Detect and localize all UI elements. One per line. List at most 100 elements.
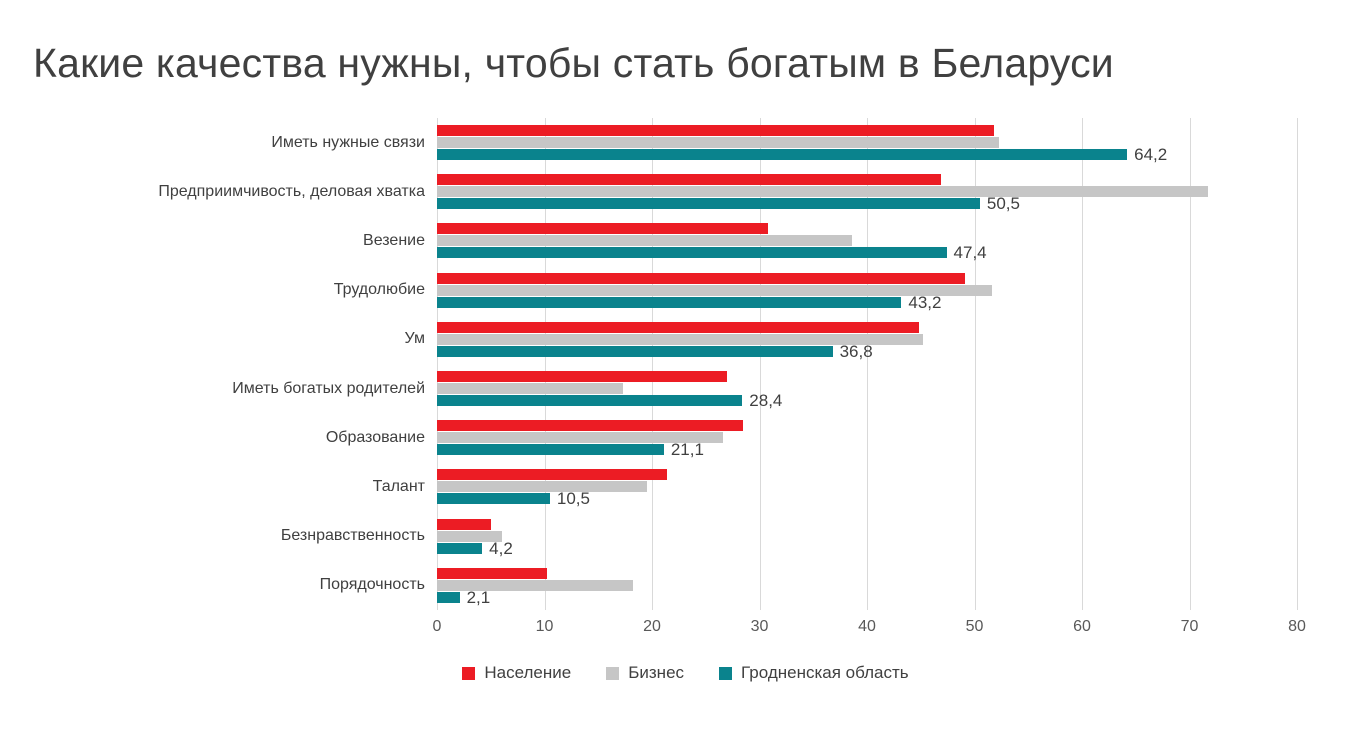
bar-line — [437, 235, 1371, 247]
gridline — [1189, 118, 1191, 610]
bar-group: 10,5 — [437, 469, 1371, 509]
category-label: Везение — [363, 231, 425, 249]
data-label: 4,2 — [489, 538, 513, 558]
bar-naselenie — [437, 420, 744, 432]
bar-biznes — [437, 481, 647, 493]
bar-grodnenskaya-oblast — [437, 149, 1128, 161]
bar-biznes — [437, 284, 992, 296]
data-label: 47,4 — [953, 243, 987, 263]
bar-naselenie — [437, 125, 994, 137]
legend-item: Гродненская область — [719, 663, 909, 683]
gridline — [867, 118, 868, 610]
bar-line: 64,2 — [437, 146, 1371, 163]
bar-line: 36,8 — [437, 341, 1371, 361]
legend-item: Бизнес — [606, 663, 684, 683]
data-label: 43,2 — [908, 292, 942, 312]
axis-tick-label: 70 — [1180, 618, 1199, 635]
bar-line: 4,2 — [437, 538, 1371, 558]
data-label: 50,5 — [986, 194, 1020, 214]
data-label: 2,1 — [466, 587, 491, 607]
bar-row: Везение 47,4 — [0, 216, 1371, 265]
bar-naselenie — [437, 371, 728, 383]
bar-group: 43,2 — [437, 272, 1371, 312]
category-label: Образование — [325, 428, 425, 446]
bar-group: 47,4 — [437, 223, 1371, 263]
axis-tick-label: 40 — [858, 618, 876, 635]
bar-line: 43,2 — [437, 292, 1371, 312]
gridline — [652, 118, 653, 610]
axis-tick-label: 60 — [1073, 618, 1091, 635]
bar-line — [437, 567, 1371, 579]
bar-line: 2,1 — [437, 587, 1371, 607]
bar-naselenie — [437, 272, 965, 284]
bar-line — [437, 371, 1371, 383]
bar-grodnenskaya-oblast — [437, 542, 483, 554]
bar-grodnenskaya-oblast — [437, 591, 460, 603]
bar-group: 4,2 — [437, 518, 1371, 558]
gridline — [544, 118, 546, 610]
bar-rows: Иметь нужные связи 64,2 Предприимчивость, … — [0, 118, 1371, 610]
bar-naselenie — [437, 518, 491, 530]
bar-grodnenskaya-oblast — [437, 247, 947, 259]
bar-grodnenskaya-oblast — [437, 345, 833, 357]
category-label: Ум — [404, 330, 425, 348]
bar-line — [437, 530, 1371, 542]
data-label: 36,8 — [839, 341, 873, 361]
bar-line — [437, 579, 1371, 591]
bar-naselenie — [437, 469, 668, 481]
bar-line — [437, 321, 1371, 333]
bar-line — [437, 333, 1371, 345]
bar-naselenie — [437, 174, 942, 186]
bar-line — [437, 481, 1371, 493]
gridline — [759, 118, 761, 610]
bar-biznes — [437, 383, 623, 395]
axis-tick-label: 50 — [965, 618, 984, 635]
axis-tick-label: 80 — [1288, 618, 1306, 635]
bar-biznes — [437, 579, 633, 591]
bar-biznes — [437, 333, 923, 345]
bar-naselenie — [437, 223, 769, 235]
bar-row: Образование 21,1 — [0, 413, 1371, 462]
bar-row: Талант 10,5 — [0, 462, 1371, 511]
bar-biznes — [437, 235, 852, 247]
bar-line — [437, 125, 1371, 137]
x-axis: 0 10 20 30 40 50 60 70 80 — [433, 618, 1306, 642]
bar-row: Порядочность 2,1 — [0, 561, 1371, 610]
gridline — [437, 118, 438, 610]
bar-line — [437, 284, 1371, 296]
bar-line — [437, 432, 1371, 444]
bar-line — [437, 518, 1371, 530]
bar-naselenie — [437, 567, 547, 579]
bar-biznes — [437, 137, 1000, 149]
legend: Население Бизнес Гродненская область — [0, 663, 1371, 683]
bar-group: 50,5 — [437, 174, 1371, 214]
bar-row: Трудолюбие 43,2 — [0, 266, 1371, 315]
bar-line: 21,1 — [437, 440, 1371, 460]
gridline — [1082, 118, 1083, 610]
bar-line — [437, 186, 1371, 198]
bar-biznes — [437, 186, 1208, 198]
axis-tick-label: 0 — [432, 618, 442, 635]
bar-row: Безнравственность 4,2 — [0, 512, 1371, 561]
legend-swatch-icon — [606, 666, 620, 680]
bar-line: 47,4 — [437, 243, 1371, 263]
data-label: 10,5 — [556, 489, 590, 509]
bar-line: 10,5 — [437, 489, 1371, 509]
category-label: Иметь нужные связи — [271, 133, 425, 151]
bar-grodnenskaya-oblast — [437, 395, 743, 407]
axis-tick-label: 10 — [535, 618, 554, 635]
bar-grodnenskaya-oblast — [437, 296, 902, 308]
bar-line — [437, 223, 1371, 235]
bar-group: 2,1 — [437, 567, 1371, 607]
plot-area: Иметь нужные связи 64,2 Предприимчивость, … — [0, 118, 1371, 610]
bar-line — [437, 137, 1371, 149]
category-label: Иметь богатых родителей — [232, 379, 425, 397]
data-label: 21,1 — [670, 440, 704, 460]
bar-line: 50,5 — [437, 194, 1371, 214]
gridline — [1297, 118, 1298, 610]
bar-group: 21,1 — [437, 420, 1371, 460]
bar-row: Иметь нужные связи 64,2 — [0, 118, 1371, 167]
category-label: Безнравственность — [280, 527, 425, 545]
legend-swatch-icon — [719, 666, 733, 680]
